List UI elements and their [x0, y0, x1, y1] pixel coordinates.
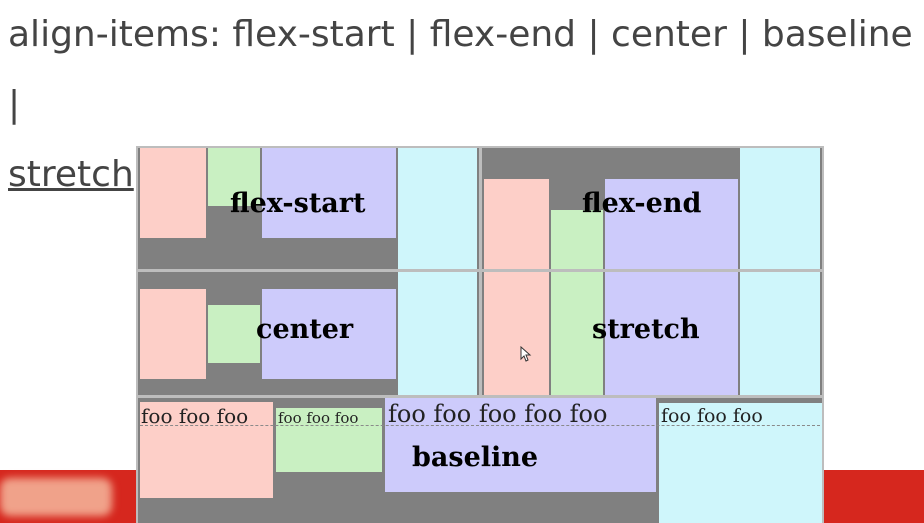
- baseline-guide: [140, 425, 820, 426]
- panel-stretch: stretch: [482, 272, 822, 395]
- baseline-label: baseline: [412, 442, 539, 473]
- stretch-item-2: [551, 272, 603, 395]
- red-band-right: [822, 470, 924, 523]
- red-band-glow: [0, 478, 112, 516]
- panel-flex-start: flex-start: [138, 148, 479, 269]
- center-item-1: [140, 289, 206, 379]
- slide-heading: align-items: flex-start | flex-end | cen…: [8, 0, 924, 210]
- flex-end-item-3: [605, 179, 738, 269]
- baseline-item-1-text: foo foo foo: [141, 404, 249, 428]
- mouse-cursor-icon: [520, 346, 532, 362]
- stretch-item-3: [605, 272, 738, 395]
- flex-end-label: flex-end: [582, 188, 702, 219]
- baseline-item-2-text: foo foo foo: [278, 409, 359, 427]
- heading-text: align-items: flex-start | flex-end | cen…: [8, 14, 913, 125]
- panel-flex-end: flex-end: [482, 148, 822, 269]
- center-item-4: [398, 272, 477, 395]
- baseline-item-3-text: foo foo foo foo foo: [388, 400, 608, 428]
- panel-center: center: [138, 272, 479, 395]
- baseline-item-1: [140, 402, 273, 498]
- panel-baseline: foo foo foo foo foo foo foo foo foo foo …: [138, 398, 822, 523]
- flex-start-item-1: [140, 148, 206, 238]
- stretch-item-4: [740, 272, 820, 395]
- flex-start-item-2: [208, 148, 260, 206]
- baseline-item-3: [385, 398, 656, 492]
- red-band-left: [0, 470, 138, 523]
- stretch-link[interactable]: stretch: [8, 154, 134, 195]
- flex-start-item-4: [398, 148, 477, 269]
- flex-start-label: flex-start: [230, 188, 366, 219]
- flex-start-item-3: [262, 148, 396, 238]
- stretch-label: stretch: [592, 314, 700, 345]
- baseline-item-2: [276, 408, 382, 472]
- stretch-item-1: [484, 272, 549, 395]
- center-label: center: [256, 314, 354, 345]
- baseline-item-4-text: foo foo foo: [661, 405, 763, 427]
- center-item-3: [262, 289, 396, 379]
- flex-end-item-2: [551, 210, 603, 269]
- align-items-diagram: flex-start flex-end center stretch foo f…: [136, 146, 824, 523]
- flex-end-item-1: [484, 179, 549, 269]
- center-item-2: [208, 305, 260, 363]
- baseline-item-4: [659, 403, 822, 523]
- flex-end-item-4: [740, 148, 820, 269]
